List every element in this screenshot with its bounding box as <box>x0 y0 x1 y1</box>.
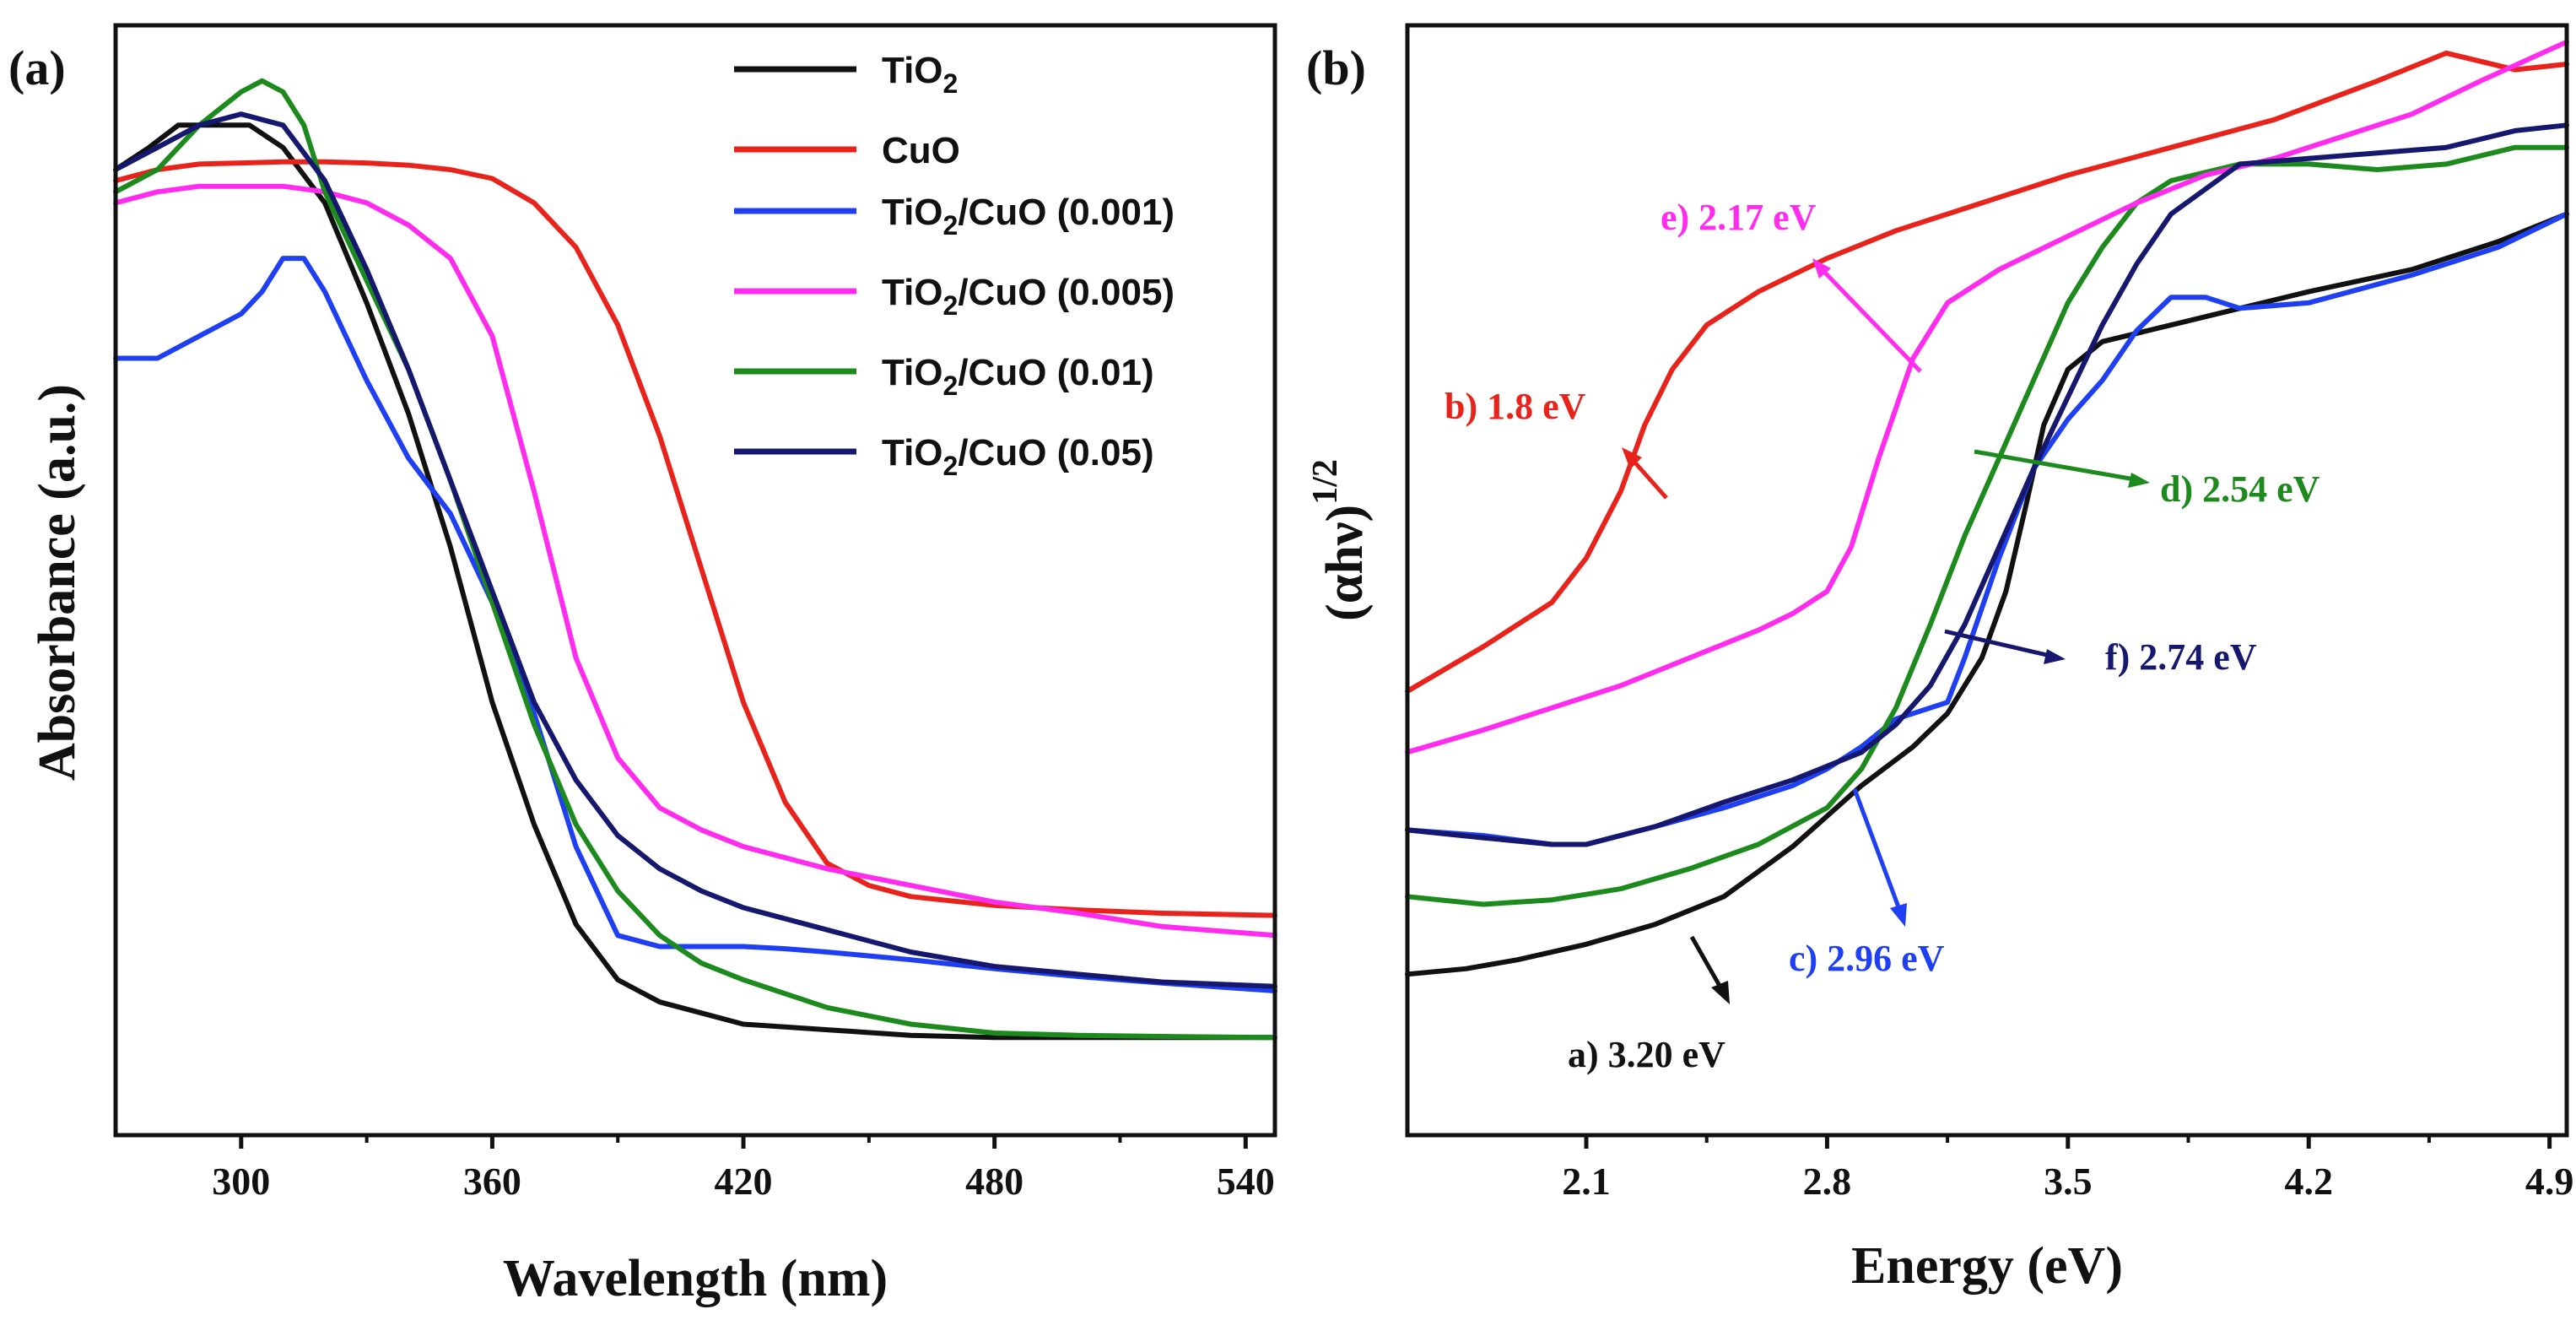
legend-label: CuO <box>882 130 960 171</box>
annotation-d-arrow <box>1974 449 2136 482</box>
legend-entry-tio2-cuo-0.05: TiO2/CuO (0.05) <box>734 432 1154 481</box>
panel-a: (a) 300 360 420 480 540 Wavelength (nm) Abso… <box>8 23 1277 1307</box>
annotation-c: c) 2.96 eV <box>1789 788 1945 979</box>
panel-b: (b) 2.1 2.8 3.5 4.2 4.9 Energy (eV) (αhν)1/2… <box>1306 23 2573 1295</box>
panel-a-x-tick-label: 360 <box>463 1160 521 1203</box>
panel-b-x-tick-label: 4.2 <box>2284 1160 2333 1203</box>
panel-b-x-axis-title: Energy (eV) <box>1851 1237 2123 1295</box>
panel-a-x-tick-label: 300 <box>212 1160 270 1203</box>
panel-a-series-line-tio2-cuo-0-01- <box>113 78 1277 1041</box>
panel-b-x-tick-label: 3.5 <box>2044 1160 2093 1203</box>
annotation-b-label: b) 1.8 eV <box>1445 386 1586 427</box>
panel-a-y-axis-title: Absorbance (a.u.) <box>29 384 86 781</box>
y-axis-title-superscript: 1/2 <box>1306 459 1345 505</box>
panel-a-legend: TiO2 CuO TiO2/CuO (0.001) TiO2/CuO (0.00… <box>734 50 1175 481</box>
annotation-a-label: a) 3.20 eV <box>1568 1034 1725 1075</box>
annotation-a-arrowhead <box>1711 981 1730 1004</box>
annotation-b-arrowhead <box>1622 447 1642 469</box>
panel-a-series-line-tio2 <box>113 122 1277 1041</box>
legend-label-rest: /CuO (0.05) <box>958 432 1153 473</box>
panel-a-series-line-tio2-cuo-0-001- <box>113 256 1277 993</box>
annotation-c-arrowhead <box>1890 903 1907 927</box>
panel-a-plot-frame <box>113 23 1277 1138</box>
legend-label: TiO2/CuO (0.01) <box>882 352 1154 401</box>
legend-entry-tio2: TiO2 <box>734 50 958 99</box>
panel-a-x-axis-title: Wavelength (nm) <box>503 1250 888 1307</box>
legend-entry-tio2-cuo-0.01: TiO2/CuO (0.01) <box>734 352 1154 401</box>
legend-label-sub: 2 <box>943 371 959 401</box>
annotation-f-arrow <box>1944 629 2051 658</box>
panel-a-series-line-cuo <box>113 159 1277 918</box>
panel-b-series-line-f <box>1405 122 2569 847</box>
panel-b-plot-frame <box>1405 23 2569 1138</box>
annotation-b: b) 1.8 eV <box>1445 386 1668 500</box>
annotation-e-label: e) 2.17 eV <box>1661 197 1817 238</box>
legend-label-rest: /CuO (0.001) <box>958 192 1175 233</box>
legend-label-base: TiO <box>882 272 943 313</box>
legend-label: TiO2/CuO (0.005) <box>882 272 1175 321</box>
annotation-a-arrow <box>1689 935 1725 993</box>
legend-label-base: TiO <box>882 432 943 473</box>
legend-label-base: TiO <box>882 352 943 393</box>
legend-label-sub: 2 <box>943 68 959 99</box>
annotation-e: e) 2.17 eV <box>1661 197 1922 373</box>
annotation-b-arrow <box>1631 458 1668 500</box>
panel-b-series-line-c <box>1405 211 2569 847</box>
annotation-a: a) 3.20 eV <box>1568 935 1730 1075</box>
panel-a-series-group <box>113 78 1277 1041</box>
panel-a-x-ticks: 300 360 420 480 540 <box>212 1135 1275 1203</box>
legend-label: TiO2 <box>882 50 958 99</box>
panel-a-x-tick-label: 420 <box>715 1160 773 1203</box>
panel-b-y-axis-title: (αhν)1/2 <box>1306 459 1374 621</box>
legend-label-rest: /CuO (0.01) <box>958 352 1153 393</box>
panel-b-annotations: a) 3.20 eV b) 1.8 eV c) 2.96 eV d) 2.54 … <box>1445 197 2320 1075</box>
panel-b-x-ticks: 2.1 2.8 3.5 4.2 4.9 <box>1562 1135 2573 1203</box>
panel-b-series-line-a <box>1405 211 2569 977</box>
panel-b-series-group <box>1405 39 2569 977</box>
panel-a-series-line-tio2-cuo-0-005- <box>113 183 1277 939</box>
panel-b-x-tick-label: 2.8 <box>1803 1160 1852 1203</box>
panel-a-series-line-tio2-cuo-0-05- <box>113 111 1277 989</box>
panel-b-series-line-d <box>1405 144 2569 907</box>
panel-b-x-tick-label: 4.9 <box>2525 1160 2574 1203</box>
panel-b-series-line-b <box>1405 50 2569 694</box>
y-axis-title-base: (αhν) <box>1316 505 1374 621</box>
annotation-d-label: d) 2.54 eV <box>2160 468 2320 510</box>
annotation-c-label: c) 2.96 eV <box>1789 938 1945 979</box>
annotation-d: d) 2.54 eV <box>1974 449 2320 510</box>
panel-b-x-tick-label: 2.1 <box>1562 1160 1611 1203</box>
legend-label: TiO2/CuO (0.05) <box>882 432 1154 481</box>
panel-b-label: (b) <box>1306 41 1366 95</box>
panel-a-x-tick-label: 480 <box>965 1160 1023 1203</box>
legend-label-base: TiO <box>882 192 943 233</box>
legend-label-base: TiO <box>882 50 943 91</box>
legend-label-sub: 2 <box>943 451 959 481</box>
legend-label-sub: 2 <box>943 210 959 241</box>
legend-label-rest: /CuO (0.005) <box>958 272 1175 313</box>
panel-b-series-line-e <box>1405 39 2569 755</box>
annotation-c-arrow <box>1852 788 1903 912</box>
legend-label-base: CuO <box>882 130 960 171</box>
legend-entry-cuo: CuO <box>734 130 960 171</box>
legend-label-sub: 2 <box>943 290 959 321</box>
legend-entry-tio2-cuo-0.001: TiO2/CuO (0.001) <box>734 192 1175 241</box>
annotation-e-arrowhead <box>1812 258 1831 279</box>
legend-entry-tio2-cuo-0.005: TiO2/CuO (0.005) <box>734 272 1175 321</box>
panel-a-label: (a) <box>8 41 66 95</box>
annotation-f-label: f) 2.74 eV <box>2105 636 2257 678</box>
annotation-f: f) 2.74 eV <box>1944 629 2257 678</box>
annotation-f-arrowhead <box>2044 649 2066 664</box>
legend-label: TiO2/CuO (0.001) <box>882 192 1175 241</box>
panel-a-x-tick-label: 540 <box>1217 1160 1275 1203</box>
annotation-d-arrowhead <box>2128 473 2150 488</box>
annotation-e-arrow <box>1821 268 1922 373</box>
